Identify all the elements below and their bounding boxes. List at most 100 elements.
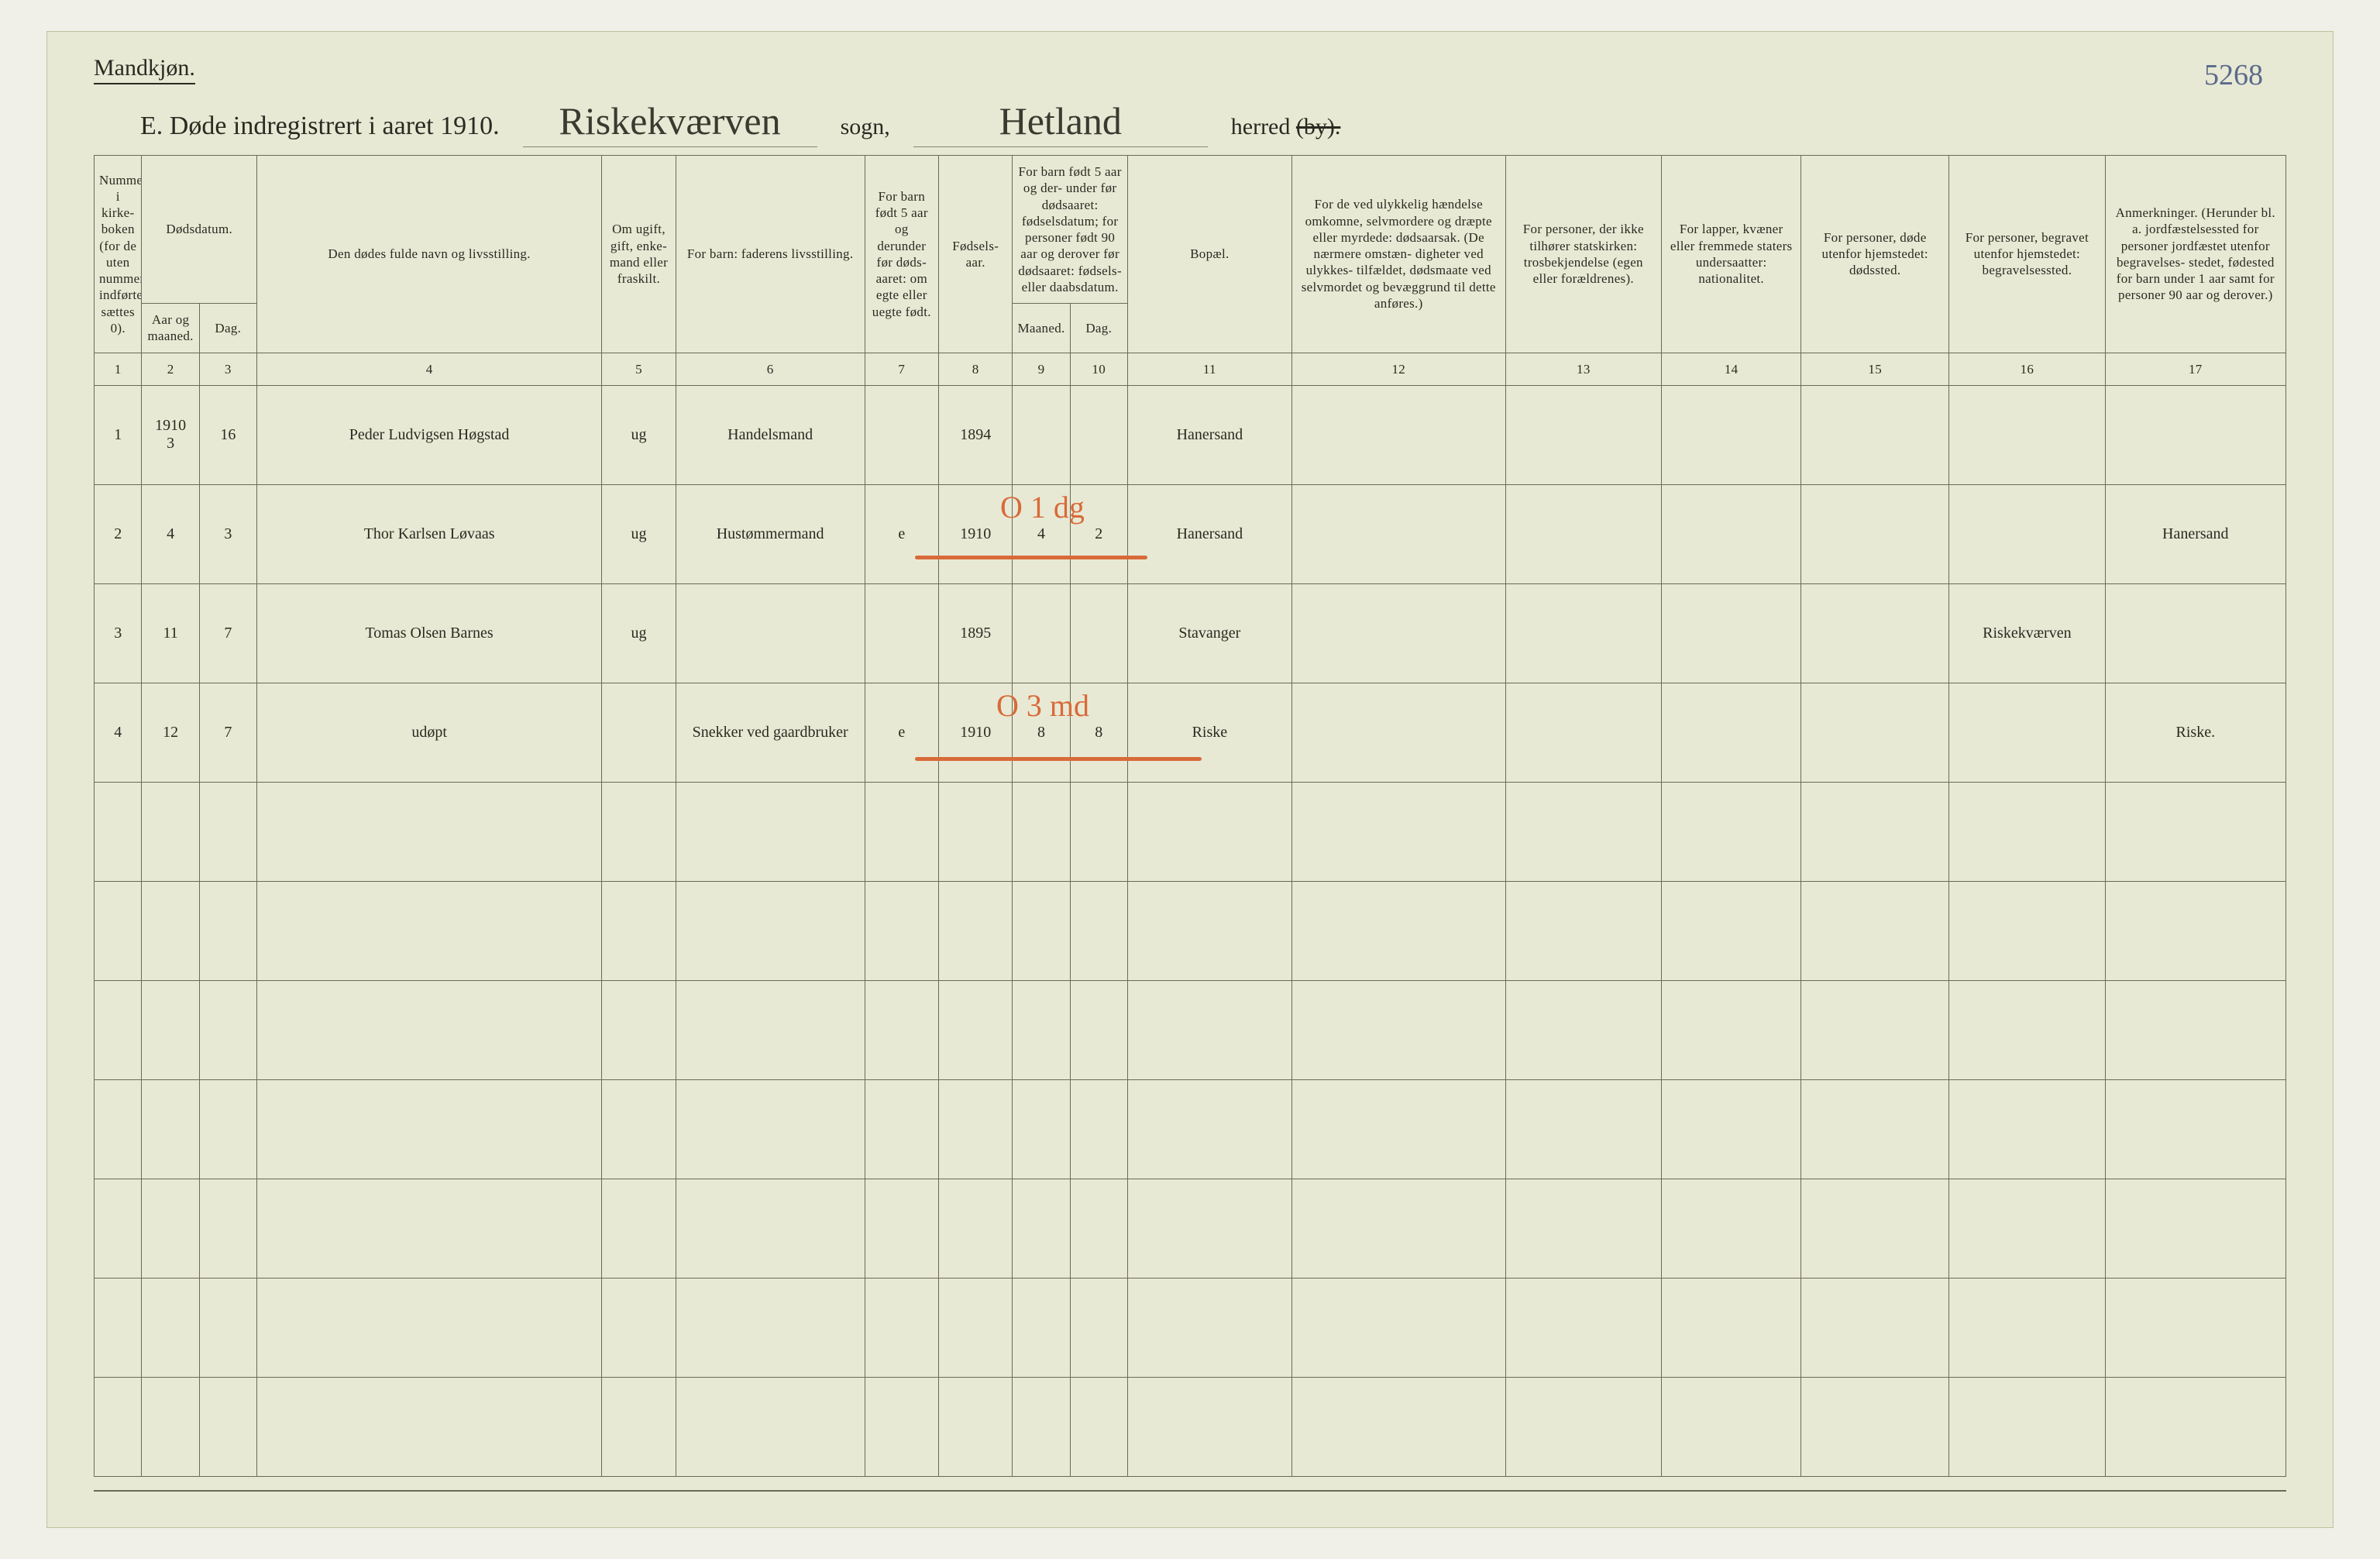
herred-label: herred (by). — [1231, 114, 1341, 140]
cell-c12 — [1291, 385, 1505, 484]
table-row-empty — [95, 980, 2286, 1079]
cell-c17: Riske. — [2105, 683, 2285, 782]
cell-c14 — [1662, 385, 1801, 484]
cell-name: Peder Ludvigsen Høgstad — [256, 385, 601, 484]
h-c5: Om ugift, gift, enke- mand eller fraskil… — [602, 156, 676, 353]
cell-year-month: 11 — [142, 583, 199, 683]
table-row-empty — [95, 1278, 2286, 1377]
death-register-table: Nummer i kirke- boken (for de uten numme… — [94, 155, 2286, 1477]
h-c4: Den dødes fulde navn og livsstilling. — [256, 156, 601, 353]
cell-birth: 1910 — [938, 484, 1012, 583]
title-row: E. Døde indregistrert i aaret 1910. Risk… — [140, 98, 2286, 147]
h-c15: For personer, døde utenfor hjemstedet: d… — [1801, 156, 1949, 353]
table-row-empty — [95, 1377, 2286, 1476]
cell-day: 16 — [199, 385, 256, 484]
cell-status: ug — [602, 484, 676, 583]
cell-bd: 8 — [1070, 683, 1127, 782]
h-c1: Nummer i kirke- boken (for de uten numme… — [95, 156, 142, 353]
cell-bd — [1070, 583, 1127, 683]
cell-c15 — [1801, 484, 1949, 583]
gender-label: Mandkjøn. — [94, 55, 195, 84]
cell-legit: e — [865, 683, 938, 782]
cell-c13 — [1505, 583, 1661, 683]
h-c16: For personer, begravet utenfor hjemstede… — [1949, 156, 2105, 353]
cell-c12 — [1291, 683, 1505, 782]
cell-father: Snekker ved gaardbruker — [676, 683, 865, 782]
sogn-value: Riskekværven — [523, 98, 817, 147]
cell-c16: Riskekværven — [1949, 583, 2105, 683]
cell-c12 — [1291, 484, 1505, 583]
cell-birth: 1895 — [938, 583, 1012, 683]
cell-n: 1 — [95, 385, 142, 484]
h-c9-top: For barn født 5 aar og der- under før dø… — [1013, 156, 1127, 304]
cell-day: 3 — [199, 484, 256, 583]
register-page: 5268 Mandkjøn. E. Døde indregistrert i a… — [46, 31, 2334, 1528]
cell-c13 — [1505, 385, 1661, 484]
table-row: 11910 316Peder Ludvigsen HøgstadugHandel… — [95, 385, 2286, 484]
cell-year-month: 1910 3 — [142, 385, 199, 484]
cell-n: 4 — [95, 683, 142, 782]
h-c13: For personer, der ikke tilhører statskir… — [1505, 156, 1661, 353]
cell-status: ug — [602, 385, 676, 484]
cell-c14 — [1662, 683, 1801, 782]
cell-c16 — [1949, 484, 2105, 583]
cell-birth: 1910 — [938, 683, 1012, 782]
cell-place: Riske — [1127, 683, 1291, 782]
cell-bm: 4 — [1013, 484, 1070, 583]
herred-by-struck: (by). — [1296, 114, 1340, 139]
cell-c15 — [1801, 683, 1949, 782]
cell-year-month: 4 — [142, 484, 199, 583]
table-row: 3117Tomas Olsen Barnesug 1895 Stavanger Ris… — [95, 583, 2286, 683]
cell-name: Thor Karlsen Løvaas — [256, 484, 601, 583]
table-body: 11910 316Peder Ludvigsen HøgstadugHandel… — [95, 385, 2286, 1476]
h-c9: Maaned. — [1013, 304, 1070, 353]
cell-bm — [1013, 385, 1070, 484]
cell-birth: 1894 — [938, 385, 1012, 484]
cell-n: 3 — [95, 583, 142, 683]
cell-father: Handelsmand — [676, 385, 865, 484]
cell-day: 7 — [199, 583, 256, 683]
h-c6: For barn: faderens livsstilling. — [676, 156, 865, 353]
cell-c13 — [1505, 484, 1661, 583]
cell-status: ug — [602, 583, 676, 683]
sogn-label: sogn, — [841, 114, 890, 140]
h-c12: For de ved ulykkelig hændelse omkomne, s… — [1291, 156, 1505, 353]
cell-bd — [1070, 385, 1127, 484]
cell-bm — [1013, 583, 1070, 683]
cell-c14 — [1662, 484, 1801, 583]
h-c2-top: Dødsdatum. — [142, 156, 256, 304]
cell-place: Hanersand — [1127, 385, 1291, 484]
table-row: 4127udøptSnekker ved gaardbrukere191088R… — [95, 683, 2286, 782]
cell-legit — [865, 385, 938, 484]
cell-c17: Hanersand — [2105, 484, 2285, 583]
cell-c13 — [1505, 683, 1661, 782]
cell-father — [676, 583, 865, 683]
cell-legit: e — [865, 484, 938, 583]
h-c10: Dag. — [1070, 304, 1127, 353]
cell-bd: 2 — [1070, 484, 1127, 583]
cell-c12 — [1291, 583, 1505, 683]
cell-day: 7 — [199, 683, 256, 782]
column-number-row: 1 2 3 4 5 6 7 8 9 10 11 12 13 14 15 16 1… — [95, 353, 2286, 385]
h-c11: Bopæl. — [1127, 156, 1291, 353]
cell-c14 — [1662, 583, 1801, 683]
table-row-empty — [95, 881, 2286, 980]
cell-place: Hanersand — [1127, 484, 1291, 583]
page-number: 5268 — [2204, 58, 2263, 92]
cell-legit — [865, 583, 938, 683]
table-row-empty — [95, 782, 2286, 881]
h-c2: Aar og maaned. — [142, 304, 199, 353]
cell-c17 — [2105, 583, 2285, 683]
h-c3: Dag. — [199, 304, 256, 353]
cell-c16 — [1949, 683, 2105, 782]
cell-bm: 8 — [1013, 683, 1070, 782]
cell-father: Hustømmermand — [676, 484, 865, 583]
table-row-empty — [95, 1179, 2286, 1278]
table-row-empty — [95, 1079, 2286, 1179]
h-c17: Anmerkninger. (Herunder bl. a. jordfæste… — [2105, 156, 2285, 353]
cell-name: Tomas Olsen Barnes — [256, 583, 601, 683]
bottom-rule — [94, 1490, 2286, 1492]
h-c7: For barn født 5 aar og derunder før døds… — [865, 156, 938, 353]
cell-place: Stavanger — [1127, 583, 1291, 683]
h-c14: For lapper, kvæner eller fremmede stater… — [1662, 156, 1801, 353]
